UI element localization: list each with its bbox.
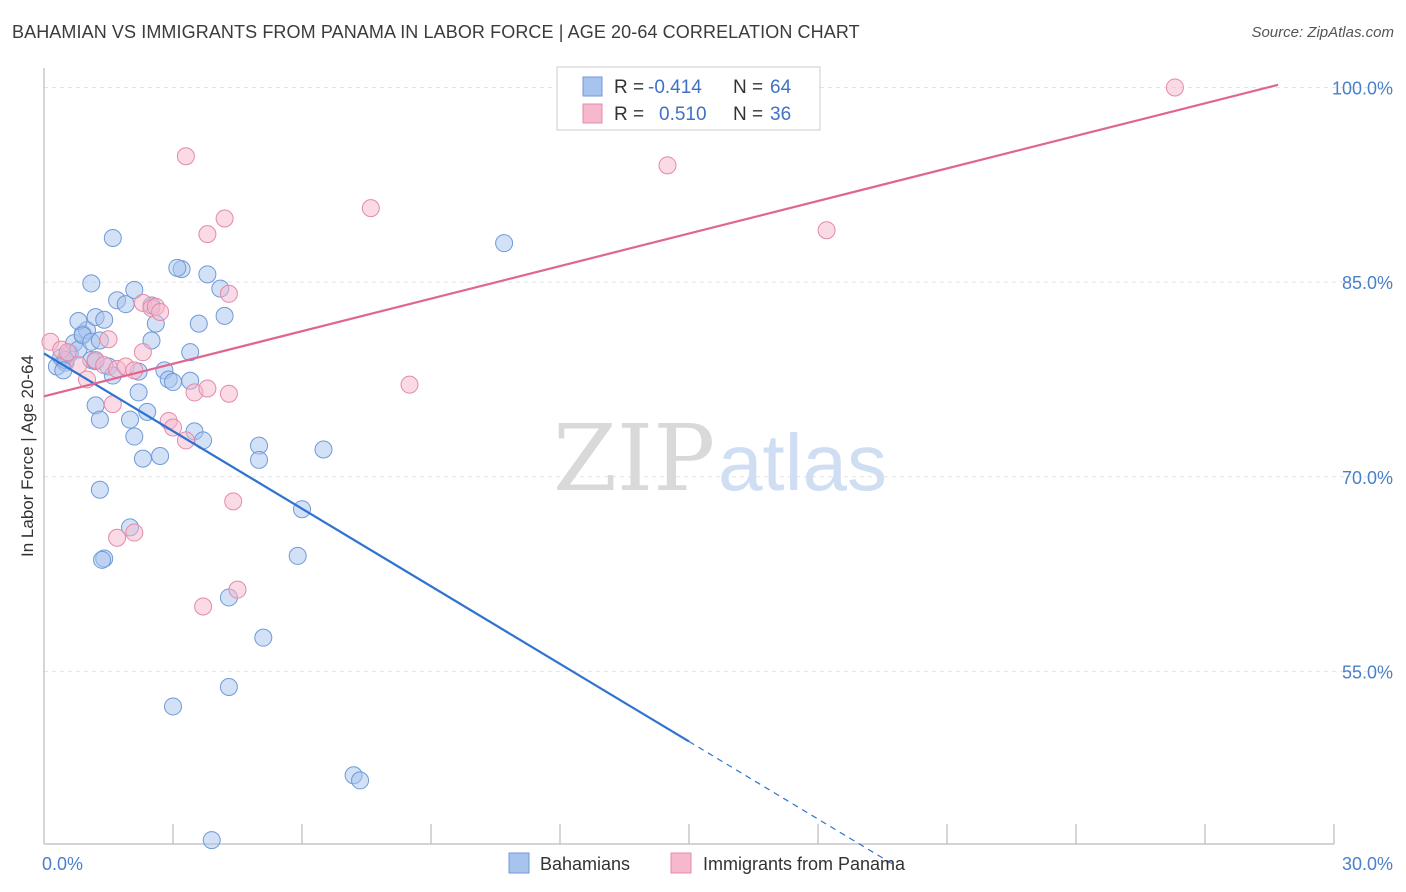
series-1-point-23 [198,225,217,244]
legend-r-value-1: -0.414 [648,77,702,98]
series-0-point-66 [202,831,221,850]
series-0-point-24 [125,280,144,299]
legend-r-label-2: R = [614,104,644,125]
legend-n-value-2: 36 [770,104,791,125]
x-tick-label-1: 30.0% [1342,854,1393,874]
legend-r-value-2: 0.510 [659,104,707,125]
chart-source: Source: ZipAtlas.com [1251,24,1394,41]
series-1-point-36 [1165,78,1184,97]
series-0-point-52 [314,440,333,459]
series-0-point-63 [164,697,182,716]
legend-n-label-1: N = [733,77,763,98]
series-1-point-33 [400,375,419,394]
y-tick-label-1: 70.0% [1342,468,1393,488]
series-0-point-46 [168,258,187,277]
trend-lines [43,83,1279,867]
series-1-point-32 [361,199,380,218]
trend-line-panama [43,83,1279,398]
series-1-point-24 [215,209,234,228]
series-0-point-53 [90,480,109,499]
series-1-point-10 [125,361,144,380]
series-0-point-22 [82,274,101,293]
series-1-point-25 [219,284,238,303]
series-1-point-14 [151,302,170,321]
series-1-point-31 [108,528,127,547]
gridlines [44,86,1394,672]
trend-line-bahamians [43,352,690,743]
bottom-legend-bahamians: Bahamians [540,854,630,874]
legend-n-label-2: N = [733,104,763,125]
series-0-point-32 [138,402,157,421]
series-0-point-51 [250,450,268,469]
legend-swatch-bahamians [582,76,603,97]
bottom-legend-panama: Immigrants from Panama [703,854,906,874]
series-0-point-19 [95,310,114,329]
series-0-point-58 [254,628,273,647]
y-axis-label: In Labor Force | Age 20-64 [18,355,37,557]
series-1-point-34 [658,156,677,175]
series-1-point-21 [198,379,217,398]
series-0-point-35 [121,410,139,429]
series-1-point-2 [58,343,77,362]
series-1-point-22 [176,147,195,166]
series-0-point-23 [103,228,122,247]
watermark: ZIP atlas [553,405,887,512]
series-0-point-37 [133,449,152,468]
series-0-points [47,228,514,850]
series-0-point-38 [151,447,170,465]
y-tick-label-2: 85.0% [1342,273,1393,293]
y-tick-labels: 55.0% 70.0% 85.0% 100.0% [1332,78,1393,682]
series-1-point-28 [228,580,247,599]
series-1-point-27 [224,492,243,511]
series-0-point-41 [164,373,182,392]
legend-r-label-1: R = [614,77,644,98]
series-0-point-36 [125,427,144,446]
series-1-point-15 [133,343,152,362]
trend-line-bahamians-extension [688,740,896,867]
series-1-point-26 [219,384,238,403]
legend-swatch-panama [582,103,603,124]
series-0-point-34 [90,410,109,429]
series-0-point-44 [198,265,217,284]
series-1-points [41,78,1184,616]
series-1-point-7 [99,330,118,349]
stats-legend: R = -0.414 N = 64 R = 0.510 N = 36 [556,66,821,131]
y-tick-label-0: 55.0% [1342,662,1393,682]
series-0-point-61 [495,234,514,253]
series-0-point-62 [219,677,238,696]
series-1-point-29 [194,597,213,616]
series-1-point-18 [164,418,182,437]
legend-n-value-1: 64 [770,77,792,98]
series-1-point-35 [817,221,836,240]
series-1-point-30 [125,523,144,542]
chart-title: BAHAMIAN VS IMMIGRANTS FROM PANAMA IN LA… [12,22,860,42]
series-0-point-42 [181,343,200,362]
series-legend: Bahamians Immigrants from Panama [508,852,906,874]
series-0-point-65 [351,771,370,790]
series-0-point-48 [215,306,234,325]
watermark-zip: ZIP [553,405,715,512]
bottom-legend-swatch-panama [670,852,692,874]
series-0-point-56 [93,550,112,569]
x-minor-ticks [172,824,1335,844]
bottom-legend-swatch-bahamians [508,852,530,874]
series-0-point-31 [129,383,148,402]
x-tick-labels: 0.0% 30.0% [42,854,1393,874]
watermark-atlas: atlas [718,418,887,507]
series-0-point-43 [189,314,208,333]
series-0-point-59 [288,546,307,565]
x-tick-label-0: 0.0% [42,854,83,874]
y-tick-label-3: 100.0% [1332,78,1393,98]
